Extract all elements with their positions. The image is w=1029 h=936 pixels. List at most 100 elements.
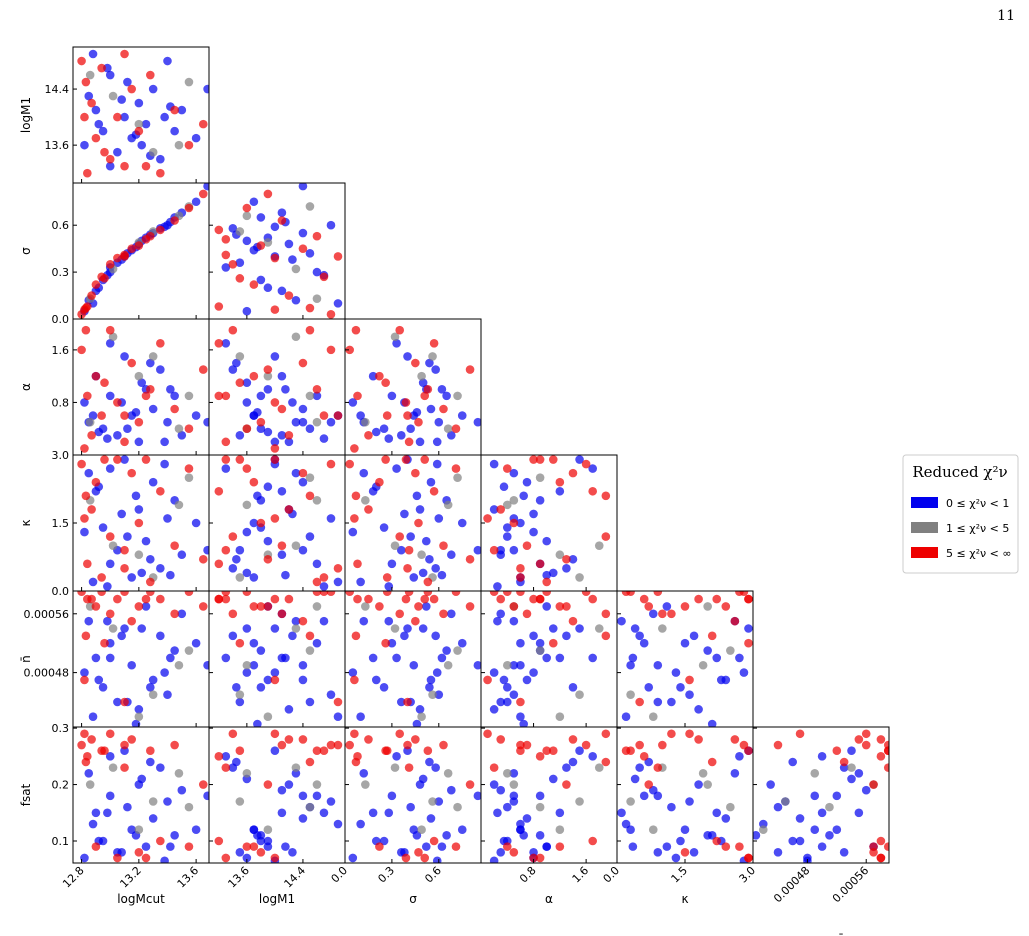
point [443,500,453,510]
point [418,568,428,578]
point [214,559,224,569]
point [235,258,245,268]
point [105,325,115,335]
point [869,847,878,857]
point [694,735,703,744]
point [319,434,329,443]
point [148,147,158,157]
point [333,819,343,829]
panel-frame [208,182,346,320]
point [493,582,502,591]
point [184,464,194,473]
point [588,653,597,663]
point [253,407,262,417]
point [522,541,532,550]
point [214,594,224,604]
point [87,98,96,108]
point [375,602,384,611]
point [529,668,538,677]
point [847,746,856,756]
point [726,802,735,812]
point [100,746,109,756]
point [496,505,506,514]
point [788,757,797,767]
point [88,411,98,420]
point [409,660,419,670]
point [333,252,343,261]
point [707,631,717,641]
point [575,455,584,464]
point [127,660,136,670]
point [281,653,290,663]
point [120,624,129,633]
point [214,752,224,761]
point [420,853,430,863]
point [421,536,431,546]
point [170,391,179,401]
point [420,594,430,604]
point [242,853,252,863]
point [432,437,442,447]
point [381,378,390,388]
point [348,853,358,863]
point [83,168,92,178]
point [568,735,578,744]
point [277,550,287,560]
point [174,768,184,778]
point [270,305,280,314]
point [516,660,525,670]
y-tick-label: 0.3 [52,266,70,279]
point [94,675,104,685]
point [91,133,101,143]
panel [345,455,481,591]
point [667,729,676,739]
point [263,602,273,611]
point [163,797,172,806]
point [305,757,315,767]
point [667,609,676,619]
point [298,417,308,427]
point [123,424,132,434]
point [170,105,179,115]
point [795,836,805,846]
point [228,609,238,619]
point [156,168,165,178]
point [249,842,259,851]
point [203,84,209,94]
point [291,616,301,626]
point [97,63,106,73]
point [489,763,499,772]
point [242,306,252,316]
point [191,518,201,528]
point [415,437,425,447]
point [270,444,280,453]
point [726,646,735,655]
point [439,609,448,619]
point [148,675,158,685]
point [716,675,726,685]
point [242,500,252,510]
point [87,735,96,744]
point [312,231,322,241]
point [431,763,440,772]
point [105,464,115,473]
point [548,455,558,464]
point [235,638,245,648]
point [120,697,129,707]
point [284,291,294,300]
point [214,391,224,401]
point [630,774,640,784]
x-tick-label: 1.6 [570,864,592,886]
point [166,842,175,851]
point [148,352,158,361]
point [249,660,259,670]
point [443,424,453,434]
y-tick-label: 0.0 [52,585,70,598]
point [134,602,144,611]
panel [77,729,209,863]
point [249,371,259,381]
point [156,564,165,573]
point [235,573,245,582]
point [277,486,287,496]
point [242,842,252,851]
